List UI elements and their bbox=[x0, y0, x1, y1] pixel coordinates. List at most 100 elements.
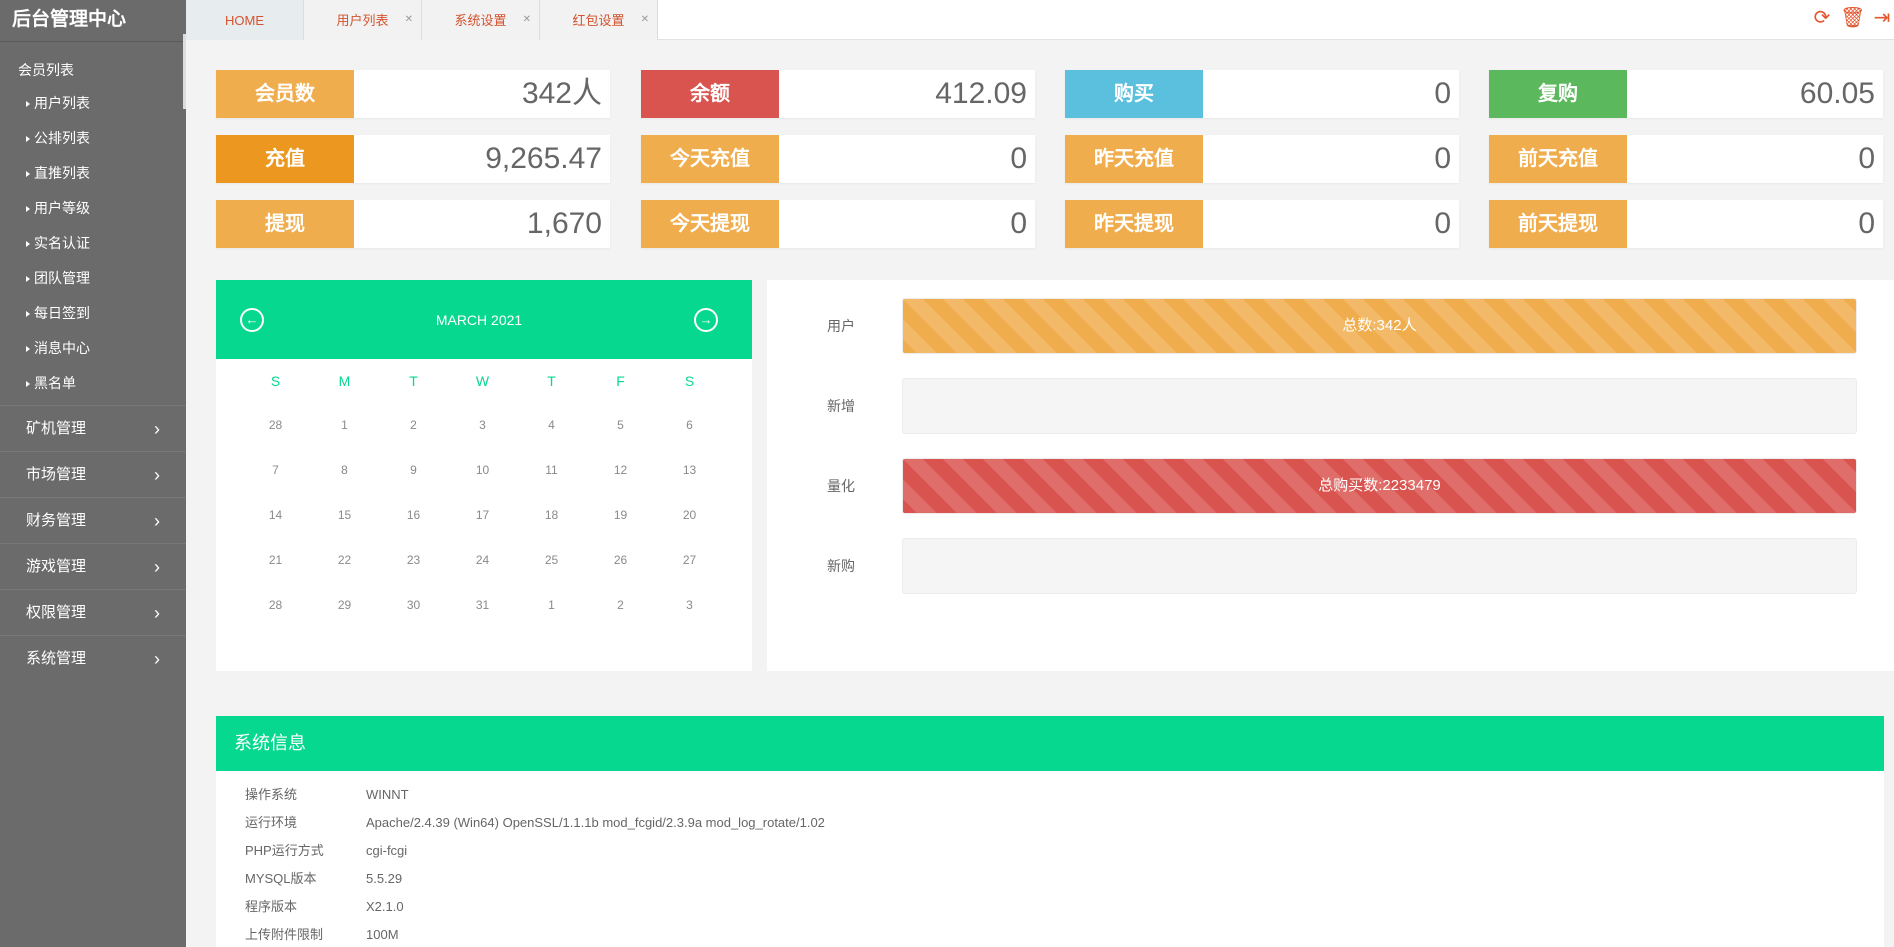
sidebar-sub-item[interactable]: 直推列表 bbox=[26, 156, 186, 191]
sidebar-scrollbar[interactable] bbox=[183, 34, 186, 109]
system-info-row: 运行环境 Apache/2.4.39 (Win64) OpenSSL/1.1.1b… bbox=[216, 809, 1884, 837]
caret-right-icon bbox=[26, 136, 30, 143]
stat-label: 前天提现 bbox=[1489, 200, 1627, 248]
calendar-day[interactable]: 24 bbox=[475, 553, 490, 567]
calendar-day[interactable]: 26 bbox=[613, 553, 628, 567]
tab-redpacket-settings[interactable]: 红包设置 ✕ bbox=[540, 0, 658, 40]
logout-icon[interactable]: ⇥ bbox=[1873, 7, 1891, 29]
calendar-day[interactable]: 6 bbox=[686, 418, 693, 432]
system-info-row: 上传附件限制 100M bbox=[216, 921, 1884, 947]
calendar-day[interactable]: 11 bbox=[545, 463, 558, 477]
stat-value: 412.09 bbox=[935, 77, 1027, 110]
stat-card: 前天提现 0 bbox=[1489, 200, 1883, 248]
close-icon[interactable]: ✕ bbox=[404, 14, 413, 25]
calendar-day[interactable]: 4 bbox=[548, 418, 555, 432]
progress-fill bbox=[903, 299, 1856, 353]
sidebar-sub-item[interactable]: 消息中心 bbox=[26, 331, 186, 366]
sidebar-logo: 后台管理中心 bbox=[0, 0, 186, 42]
calendar-day[interactable]: 30 bbox=[406, 598, 421, 612]
calendar-day[interactable]: 7 bbox=[272, 463, 279, 477]
calendar-day[interactable]: 16 bbox=[406, 508, 421, 522]
stat-value: 342人 bbox=[521, 77, 602, 110]
trash-icon[interactable]: 🗑 bbox=[1840, 7, 1866, 29]
sidebar-sub-item[interactable]: 每日签到 bbox=[26, 296, 186, 331]
chevron-right-icon: › bbox=[154, 602, 160, 623]
calendar-day[interactable]: 5 bbox=[617, 418, 624, 432]
sidebar-sub-item-label: 消息中心 bbox=[34, 340, 90, 356]
calendar: ← MARCH 2021 → S M T W T F S 28 1 2 3 4 5 6 7 8 9 10 11 12 1… bbox=[216, 280, 752, 671]
sidebar-menu-item[interactable]: 财务管理 › bbox=[0, 497, 186, 543]
calendar-day[interactable]: 19 bbox=[613, 508, 628, 522]
calendar-day[interactable]: 12 bbox=[613, 463, 628, 477]
calendar-day[interactable]: 17 bbox=[475, 508, 490, 522]
stat-label: 复购 bbox=[1489, 70, 1627, 118]
calendar-day[interactable]: 21 bbox=[268, 553, 283, 567]
calendar-day[interactable]: 1 bbox=[341, 418, 348, 432]
prev-month-icon[interactable]: ← bbox=[240, 307, 264, 332]
calendar-day[interactable]: 22 bbox=[337, 553, 352, 567]
calendar-day[interactable]: 3 bbox=[479, 418, 486, 432]
sidebar-sub-list: 用户列表公排列表直推列表 用户等级 实名认证 团队管理每日签到消息中心黑名单 bbox=[0, 86, 186, 401]
sidebar-menu-item[interactable]: 系统管理 › bbox=[0, 635, 186, 681]
close-icon[interactable]: ✕ bbox=[640, 14, 649, 25]
sidebar-sub-item[interactable]: 用户等级 bbox=[26, 191, 186, 226]
sidebar-group-title[interactable]: 会员列表 bbox=[18, 62, 74, 78]
calendar-day[interactable]: 10 bbox=[475, 463, 490, 477]
calendar-weekday: T bbox=[409, 373, 418, 389]
calendar-day[interactable]: 29 bbox=[337, 598, 352, 612]
calendar-day[interactable]: 25 bbox=[544, 553, 559, 567]
stat-label: 昨天提现 bbox=[1065, 200, 1203, 248]
sidebar-menu-item[interactable]: 市场管理 › bbox=[0, 451, 186, 497]
sidebar-menu-label: 游戏管理 bbox=[26, 557, 87, 575]
system-info-key: MYSQL版本 bbox=[245, 871, 317, 886]
progress-row: 用户 总数:342人 bbox=[767, 298, 1894, 354]
refresh-icon[interactable]: ⟳ bbox=[1813, 7, 1831, 29]
calendar-day[interactable]: 28 bbox=[268, 598, 283, 612]
sidebar-sub-item-label: 每日签到 bbox=[34, 305, 90, 321]
progress-bar bbox=[902, 378, 1857, 434]
calendar-day[interactable]: 18 bbox=[544, 508, 559, 522]
next-month-icon[interactable]: → bbox=[694, 307, 718, 332]
calendar-day[interactable]: 13 bbox=[682, 463, 697, 477]
calendar-day[interactable]: 15 bbox=[337, 508, 352, 522]
calendar-day[interactable]: 27 bbox=[682, 553, 697, 567]
system-info-row: 程序版本 X2.1.0 bbox=[216, 893, 1884, 921]
close-icon[interactable]: ✕ bbox=[522, 14, 531, 25]
tab-system-settings[interactable]: 系统设置 ✕ bbox=[422, 0, 540, 40]
system-info-list: 操作系统 WINNT 运行环境 Apache/2.4.39 (Win64) OpenS… bbox=[216, 771, 1884, 947]
sidebar-menu-item[interactable]: 游戏管理 › bbox=[0, 543, 186, 589]
sidebar-sub-item[interactable]: 团队管理 bbox=[26, 261, 186, 296]
calendar-day[interactable]: 23 bbox=[406, 553, 421, 567]
calendar-day[interactable]: 8 bbox=[341, 463, 348, 477]
stat-value: 0 bbox=[1434, 142, 1451, 175]
sidebar-sub-item[interactable]: 用户列表 bbox=[26, 86, 186, 121]
tab-home[interactable]: HOME bbox=[186, 0, 304, 40]
calendar-grid: S M T W T F S 28 1 2 3 4 5 6 7 8 9 10 11 12 13 14 15 16 17 18 19 20… bbox=[216, 359, 752, 628]
stat-value: 0 bbox=[1010, 207, 1027, 240]
system-info-row: MYSQL版本 5.5.29 bbox=[216, 865, 1884, 893]
sidebar-sub-item[interactable]: 实名认证 bbox=[26, 226, 186, 261]
sidebar-menu-item[interactable]: 权限管理 › bbox=[0, 589, 186, 635]
calendar-day[interactable]: 20 bbox=[682, 508, 697, 522]
stat-value: 0 bbox=[1434, 207, 1451, 240]
calendar-day[interactable]: 1 bbox=[548, 598, 555, 612]
sidebar-menu-item[interactable]: 矿机管理 › bbox=[0, 405, 186, 451]
calendar-day[interactable]: 3 bbox=[686, 598, 693, 612]
stat-value: 9,265.47 bbox=[485, 142, 602, 175]
sidebar-sub-item-label: 公排列表 bbox=[34, 130, 90, 146]
calendar-day[interactable]: 31 bbox=[475, 598, 490, 612]
calendar-weekday: S bbox=[270, 373, 281, 389]
calendar-day[interactable]: 2 bbox=[617, 598, 624, 612]
calendar-day[interactable]: 9 bbox=[410, 463, 417, 477]
caret-right-icon bbox=[26, 101, 30, 108]
stat-card: 会员数 342人 bbox=[216, 70, 610, 118]
calendar-day[interactable]: 2 bbox=[410, 418, 417, 432]
system-info-key: 运行环境 bbox=[245, 815, 298, 830]
sidebar-sub-item[interactable]: 黑名单 bbox=[26, 366, 186, 401]
calendar-day[interactable]: 28 bbox=[268, 418, 283, 432]
calendar-day[interactable]: 14 bbox=[268, 508, 283, 522]
sidebar-menu-label: 市场管理 bbox=[26, 465, 87, 483]
stat-card: 今天提现 0 bbox=[641, 200, 1035, 248]
sidebar-sub-item[interactable]: 公排列表 bbox=[26, 121, 186, 156]
tab-user-list[interactable]: 用户列表 ✕ bbox=[304, 0, 422, 40]
